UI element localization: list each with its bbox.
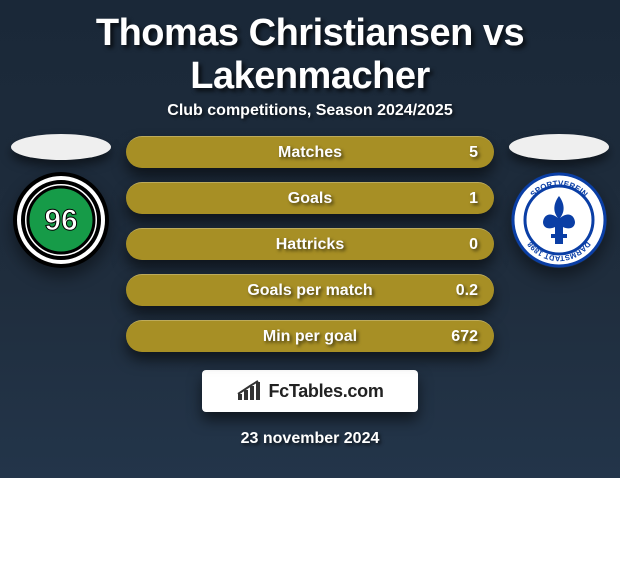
stat-row-matches: Matches 5 xyxy=(126,136,494,168)
hannover-96-icon: 96 xyxy=(13,172,109,268)
stat-value-right: 1 xyxy=(469,190,478,208)
stat-label: Hattricks xyxy=(276,236,344,254)
darmstadt-icon: SPORTVEREIN DARMSTADT 1898 xyxy=(511,172,607,268)
stat-row-hattricks: Hattricks 0 xyxy=(126,228,494,260)
brand-badge[interactable]: FcTables.com xyxy=(202,370,418,412)
left-side: 96 xyxy=(6,134,116,268)
brand-text: FcTables.com xyxy=(268,381,383,402)
svg-text:96: 96 xyxy=(44,204,77,237)
right-side: SPORTVEREIN DARMSTADT 1898 xyxy=(504,134,614,268)
stat-label: Min per goal xyxy=(263,328,357,346)
stat-label: Goals per match xyxy=(247,282,372,300)
bars-icon xyxy=(236,380,262,402)
right-club-logo: SPORTVEREIN DARMSTADT 1898 xyxy=(511,172,607,268)
stat-value-right: 672 xyxy=(451,328,478,346)
subtitle: Club competitions, Season 2024/2025 xyxy=(0,102,620,134)
stats-column: Matches 5 Goals 1 Hattricks 0 Goals per … xyxy=(126,134,494,352)
comparison-card: Thomas Christiansen vs Lakenmacher Club … xyxy=(0,0,620,478)
body-row: 96 Matches 5 Goals 1 Hattricks 0 xyxy=(0,134,620,352)
stat-row-gpm: Goals per match 0.2 xyxy=(126,274,494,306)
stat-row-mpg: Min per goal 672 xyxy=(126,320,494,352)
page-title: Thomas Christiansen vs Lakenmacher xyxy=(0,0,620,102)
stat-value-right: 5 xyxy=(469,144,478,162)
stat-value-right: 0.2 xyxy=(456,282,478,300)
right-player-ellipse xyxy=(509,134,609,160)
left-club-logo: 96 xyxy=(13,172,109,268)
stat-label: Matches xyxy=(278,144,342,162)
stat-value-right: 0 xyxy=(469,236,478,254)
date-text: 23 november 2024 xyxy=(0,430,620,448)
stat-label: Goals xyxy=(288,190,332,208)
stat-row-goals: Goals 1 xyxy=(126,182,494,214)
left-player-ellipse xyxy=(11,134,111,160)
